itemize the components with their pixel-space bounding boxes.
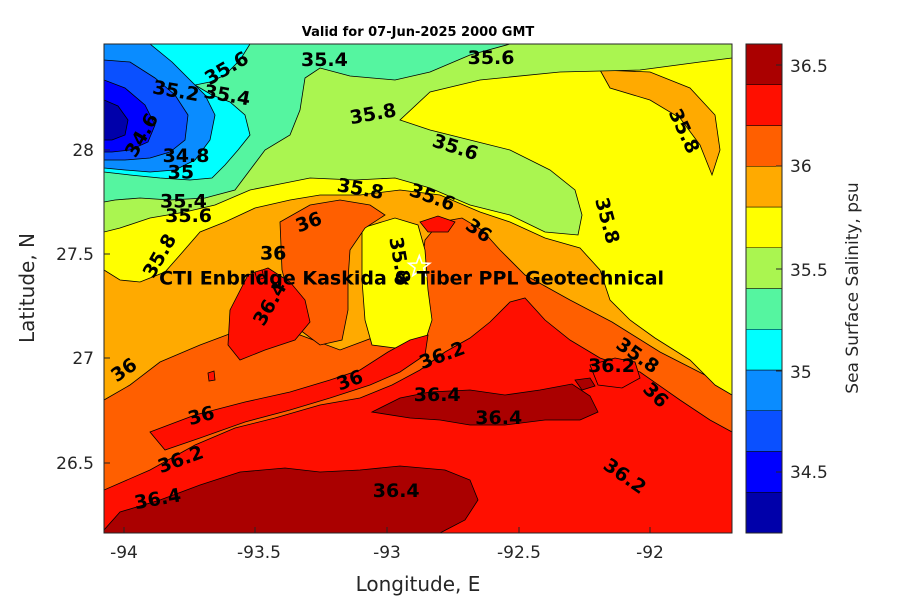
- colorbar-tick-label: 35.5: [790, 261, 828, 281]
- contour-label: 35.4: [301, 49, 348, 71]
- colorbar-tick-label: 36.5: [790, 57, 828, 77]
- contour-label: 34.8: [163, 145, 210, 167]
- contour-label: 36: [260, 243, 286, 265]
- colorbar-tick-label: 34.5: [790, 463, 828, 483]
- contour-fill: [589, 357, 641, 389]
- x-axis: -94 -93.5 -93 -92.5 -92 Longitude, E: [110, 527, 664, 596]
- y-tick-label: 27.5: [56, 245, 94, 265]
- y-axis: 28 27.5 27 26.5 Latitude, N: [15, 141, 110, 474]
- x-tick-label: -93.5: [237, 543, 281, 563]
- colorbar: [745, 43, 783, 534]
- contour-fill: [104, 99, 129, 141]
- colorbar-label: Sea Surface Salinity, psu: [843, 182, 863, 393]
- y-tick-label: 28: [72, 141, 94, 161]
- contour-label: 36.4: [475, 407, 522, 429]
- contour-fill: [254, 269, 265, 281]
- contour-label: 35.4: [160, 191, 207, 213]
- contour-fill: [599, 69, 721, 177]
- colorbar-band: [745, 125, 783, 167]
- plot-frame: [103, 43, 733, 534]
- contour-label: 35.6: [468, 47, 515, 69]
- contour-fill: [574, 377, 596, 391]
- contour-label: 36.2: [588, 355, 635, 377]
- colorbar-band: [745, 166, 783, 208]
- colorbar-band: [745, 43, 783, 85]
- station-star-icon: [406, 253, 432, 278]
- x-axis-label: Longitude, E: [356, 572, 481, 596]
- colorbar-band: [745, 492, 783, 534]
- contour-fill: [419, 215, 456, 233]
- x-tick-label: -92.5: [497, 543, 541, 563]
- contour-label: 36.4: [373, 480, 420, 502]
- colorbar-tick-label: 36: [790, 157, 812, 177]
- contour-fill: [104, 465, 479, 533]
- colorbar-band: [745, 247, 783, 289]
- y-axis-label: Latitude, N: [15, 233, 39, 343]
- y-tick-label: 27: [72, 349, 94, 369]
- colorbar-band: [745, 206, 783, 248]
- colorbar-frame: [745, 43, 783, 534]
- contour-label: 35.6: [165, 205, 212, 227]
- contour-label: 35: [168, 162, 194, 184]
- contour-label: 36.4: [414, 384, 461, 406]
- contour-fill: [361, 217, 433, 349]
- y-tick-label: 26.5: [56, 454, 94, 474]
- x-tick-label: -93: [373, 543, 401, 563]
- site-annotation: CTI Enbridge Kaskida & Tiber PPL Geotech…: [159, 268, 664, 290]
- colorbar-band: [745, 84, 783, 126]
- contour-fill: [370, 383, 599, 426]
- colorbar-ticks: 36.5 36 35.5 35 34.5: [776, 57, 828, 483]
- colorbar-band: [745, 410, 783, 452]
- x-tick-label: -94: [110, 543, 138, 563]
- colorbar-band: [745, 288, 783, 330]
- colorbar-band: [745, 329, 783, 371]
- colorbar-tick-label: 35: [790, 363, 812, 383]
- x-tick-label: -92: [636, 543, 664, 563]
- contour-fill: [207, 370, 216, 382]
- colorbar-band: [745, 369, 783, 411]
- chart-title: Valid for 07-Jun-2025 2000 GMT: [302, 25, 535, 40]
- contour-fill: [149, 334, 429, 451]
- salinity-contour-map: [104, 44, 732, 533]
